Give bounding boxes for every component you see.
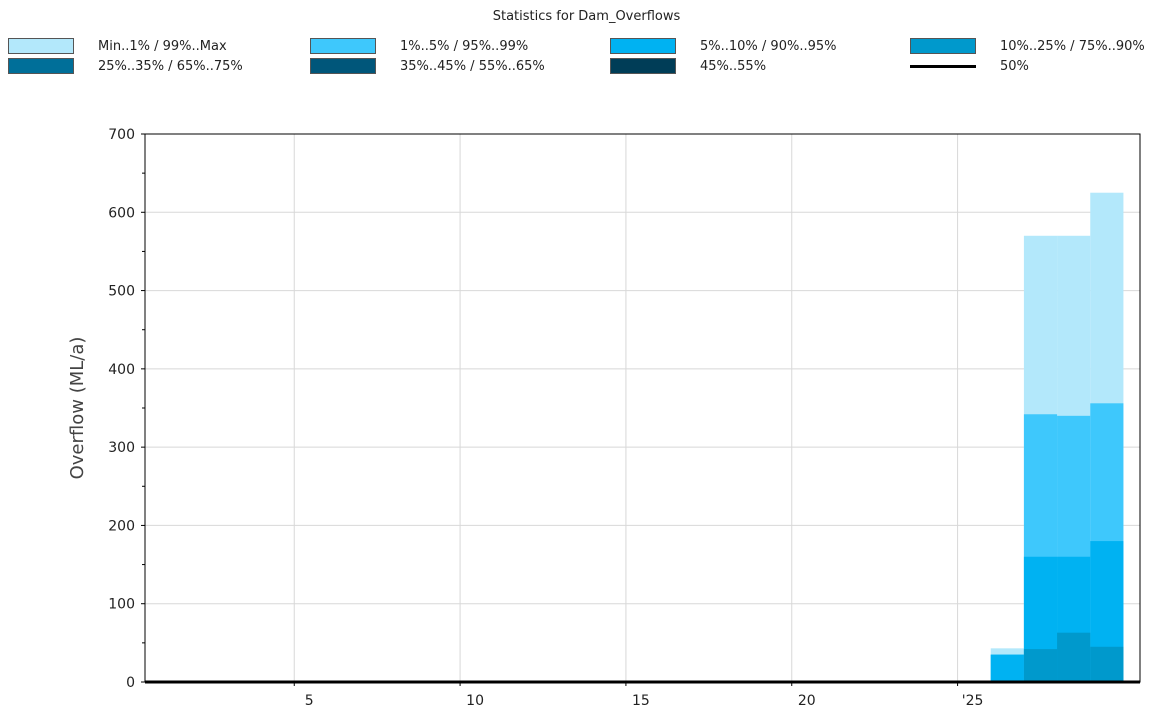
legend-item-25-35: 25%..35% / 65%..75% <box>8 56 243 76</box>
legend-swatch <box>8 58 74 74</box>
legend-item-min-1: Min..1% / 99%..Max <box>8 36 227 56</box>
legend-swatch <box>310 38 376 54</box>
y-tick-label: 300 <box>108 440 135 456</box>
legend-label: Min..1% / 99%..Max <box>98 38 227 54</box>
y-tick-label: 700 <box>108 127 135 143</box>
legend-swatch <box>610 38 676 54</box>
x-tick-label: 15 <box>632 693 650 709</box>
legend-swatch <box>8 38 74 54</box>
legend-label: 10%..25% / 75%..90% <box>1000 38 1145 54</box>
x-tick-label: 10 <box>466 693 484 709</box>
y-tick-label: 500 <box>108 284 135 300</box>
legend-item-median: 50% <box>910 56 1029 76</box>
y-tick-label: 100 <box>108 597 135 613</box>
legend-item-10-25: 10%..25% / 75%..90% <box>910 36 1145 56</box>
legend-item-5-10: 5%..10% / 90%..95% <box>610 36 836 56</box>
x-tick-label: 20 <box>798 693 816 709</box>
legend-swatch <box>910 38 976 54</box>
legend-swatch <box>310 58 376 74</box>
x-tick-label: '25 <box>962 693 984 709</box>
legend-label: 35%..45% / 55%..65% <box>400 58 545 74</box>
legend-item-35-45: 35%..45% / 55%..65% <box>310 56 545 76</box>
legend-label: 1%..5% / 95%..99% <box>400 38 529 54</box>
legend-label: 50% <box>1000 58 1029 74</box>
legend-swatch <box>610 58 676 74</box>
y-tick-label: 200 <box>108 518 135 534</box>
band-rect <box>1057 632 1091 682</box>
legend-swatch-line <box>910 64 976 68</box>
y-tick-label: 0 <box>126 675 135 691</box>
band-rect <box>1023 649 1058 682</box>
band-rect <box>1090 646 1124 682</box>
x-tick-label: 5 <box>305 693 314 709</box>
legend-item-45-55: 45%..55% <box>610 56 766 76</box>
y-tick-label: 400 <box>108 362 135 378</box>
y-axis-title: Overflow (ML/a) <box>67 337 88 480</box>
legend-label: 5%..10% / 90%..95% <box>700 38 837 54</box>
y-tick-label: 600 <box>108 205 135 221</box>
band-rect <box>990 654 1024 682</box>
legend: Min..1% / 99%..Max 1%..5% / 95%..99% 5%.… <box>8 36 1168 80</box>
legend-label: 45%..55% <box>700 58 767 74</box>
legend-item-1-5: 1%..5% / 95%..99% <box>310 36 528 56</box>
chart-title: Statistics for Dam_Overflows <box>492 9 681 24</box>
legend-label: 25%..35% / 65%..75% <box>98 58 243 74</box>
